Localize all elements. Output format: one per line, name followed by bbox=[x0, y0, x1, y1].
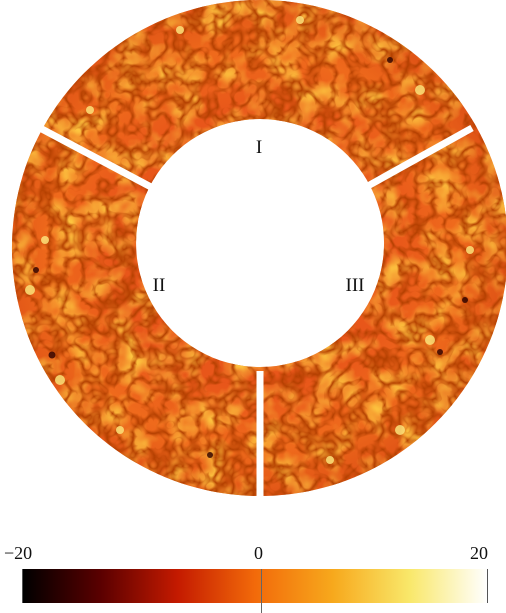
colorbar-min-label: −20 bbox=[4, 543, 33, 563]
annulus-flow-field bbox=[11, 0, 506, 496]
colorbar-mid-label: 0 bbox=[254, 543, 263, 563]
colorbar-zero-tick bbox=[261, 569, 262, 613]
sector-label-3: III bbox=[346, 275, 365, 296]
colorbar bbox=[22, 569, 488, 603]
colorbar-max-label: 20 bbox=[470, 543, 488, 563]
sector-label-2: II bbox=[153, 275, 166, 296]
sector-label-1: I bbox=[256, 137, 262, 158]
sector-dividers bbox=[38, 124, 474, 500]
